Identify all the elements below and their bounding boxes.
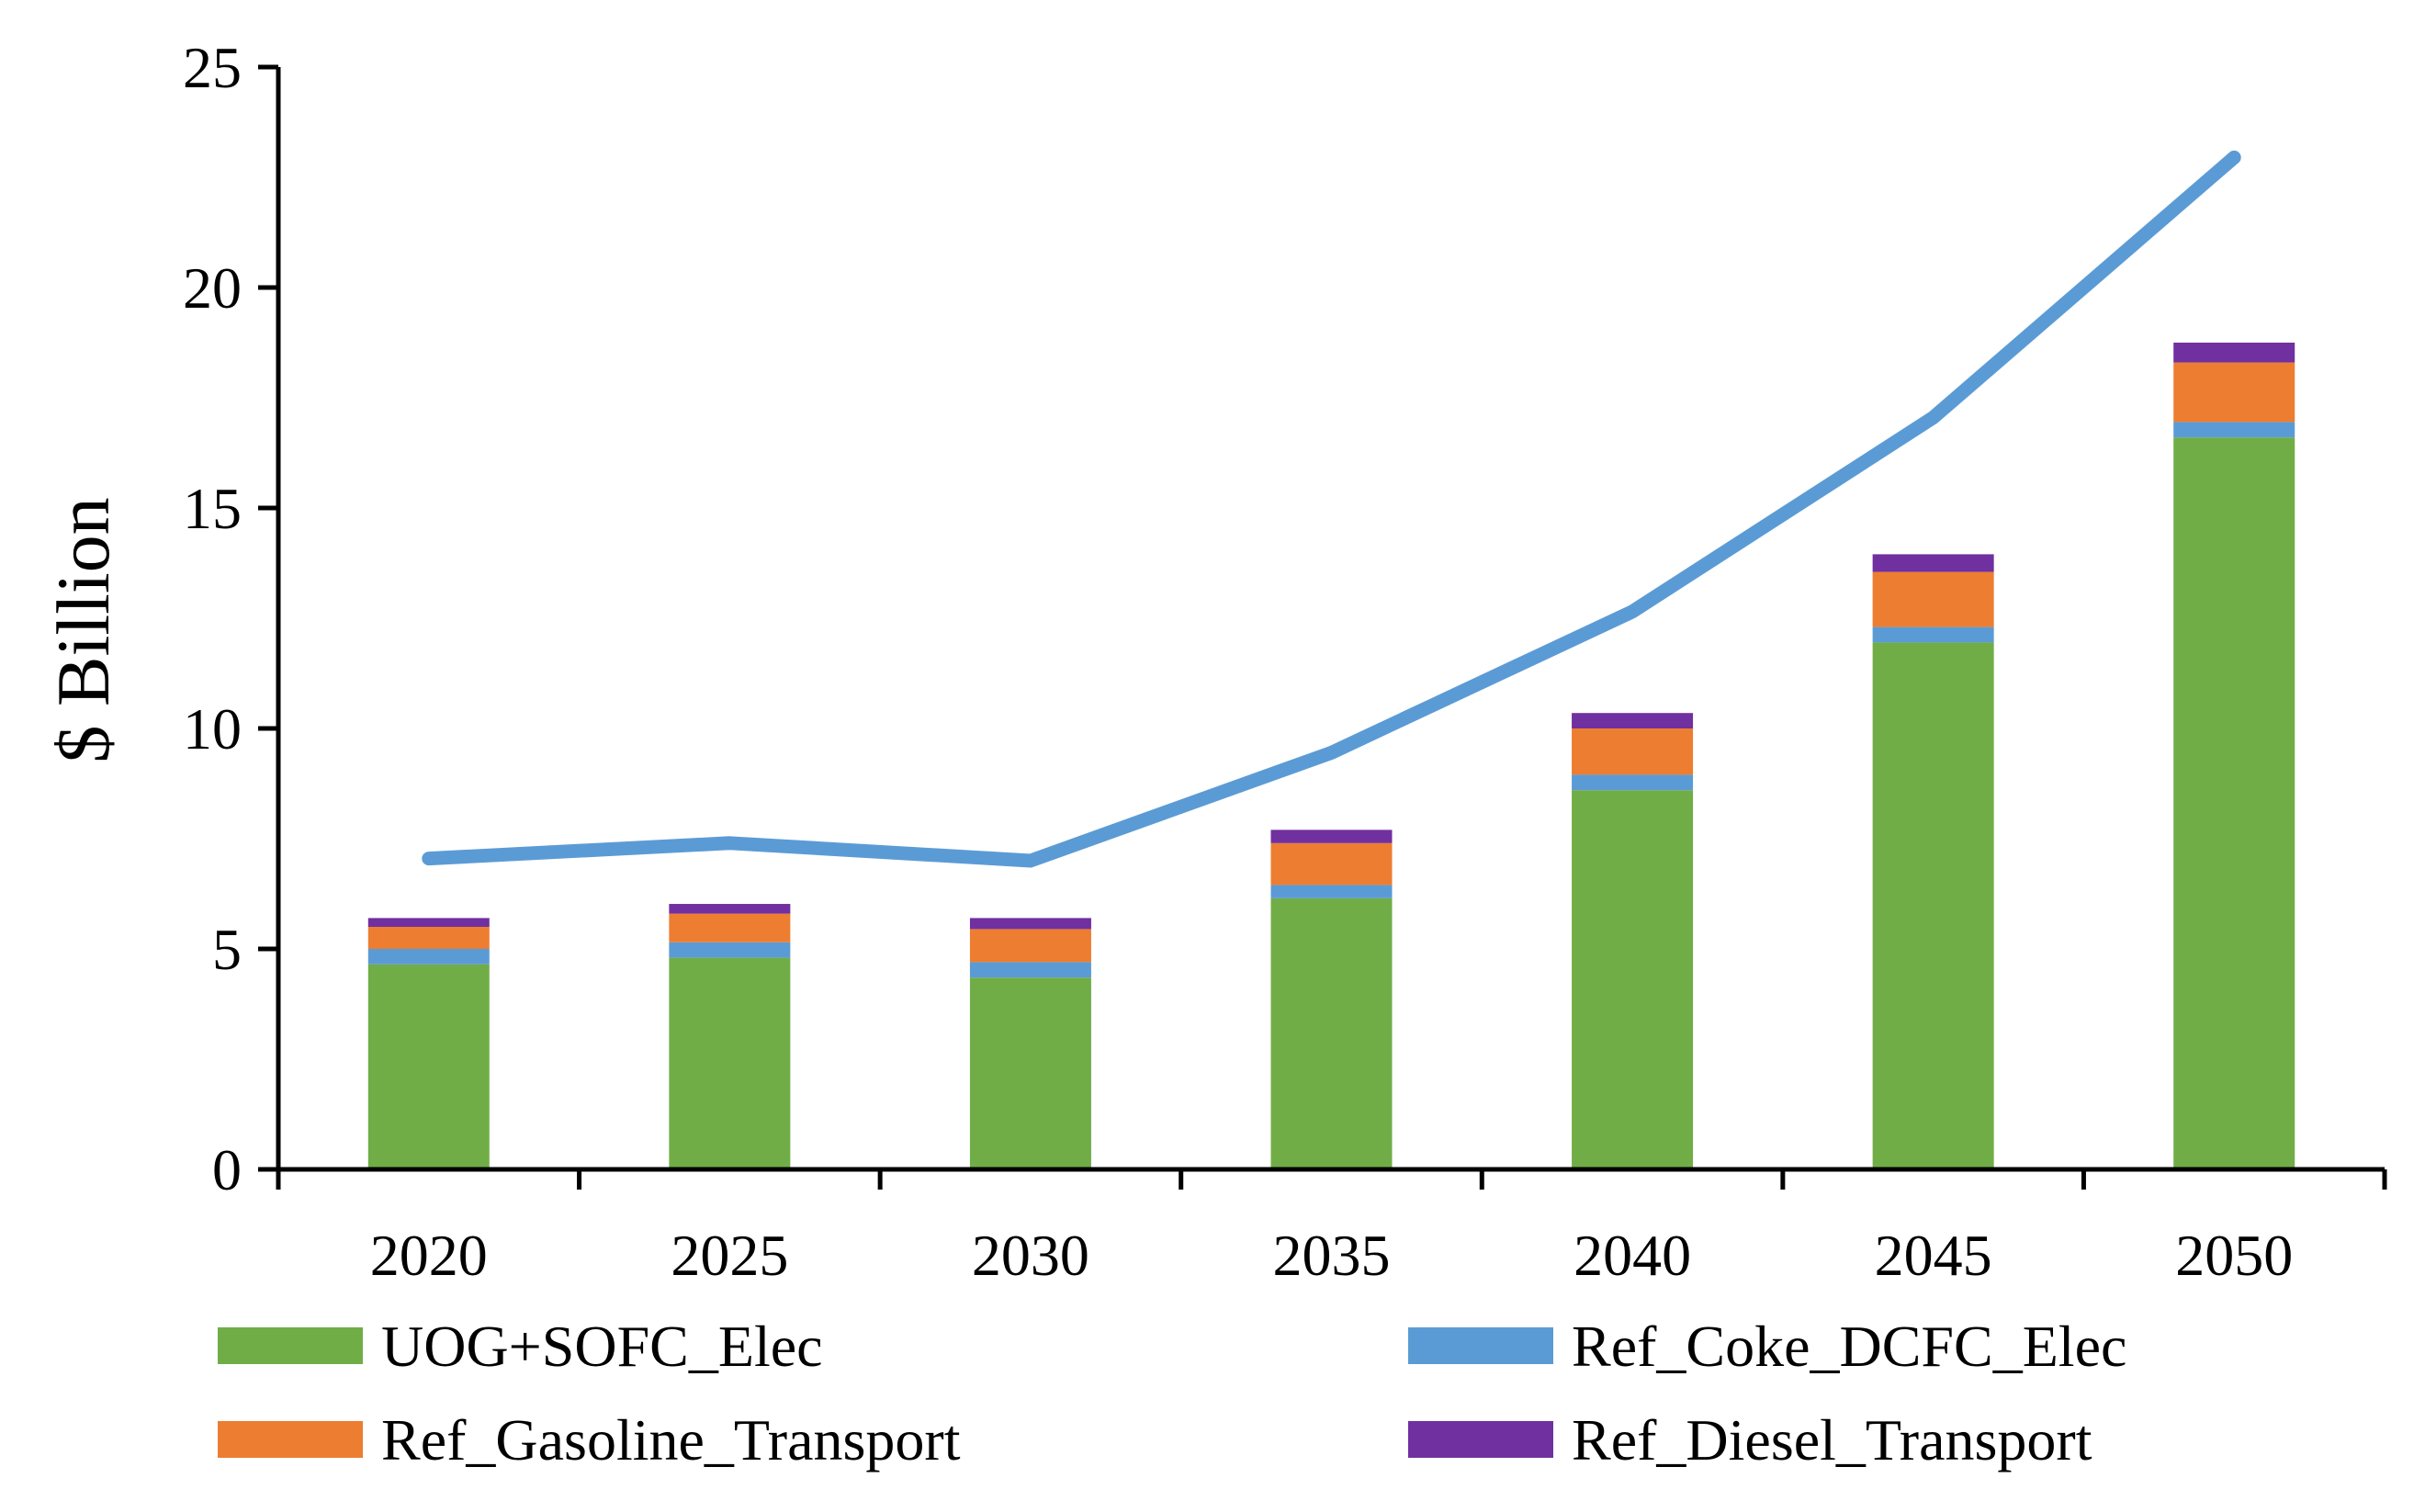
x-tick-label-2035: 2035	[1273, 1223, 1391, 1288]
bar-segment-ref-diesel-transport-2030	[969, 918, 1091, 930]
bar-segment-uog-sofc-elec-2035	[1270, 897, 1393, 1169]
bar-segment-ref-gasoline-transport-2035	[1270, 842, 1393, 886]
y-tick-label-5: 5	[212, 917, 242, 982]
bar-segment-ref-coke-dcfc-elec-2035	[1270, 885, 1393, 898]
line-series-total	[422, 150, 2241, 868]
bar-segment-uog-sofc-elec-2025	[669, 957, 791, 1169]
bar-segment-uog-sofc-elec-2040	[1572, 790, 1694, 1169]
y-axis-title: $ Billion	[41, 497, 125, 762]
x-tick-label-2030: 2030	[972, 1223, 1089, 1288]
bar-segment-ref-diesel-transport-2050	[2173, 343, 2295, 363]
bar-segment-ref-gasoline-transport-2050	[2173, 362, 2295, 423]
legend-label-uog-sofc-elec: UOG+SOFC_Elec	[381, 1314, 823, 1379]
bar-segment-ref-diesel-transport-2035	[1270, 829, 1393, 843]
bar-segment-uog-sofc-elec-2020	[367, 964, 490, 1169]
x-tick-label-2050: 2050	[2175, 1223, 2293, 1288]
legend: UOG+SOFC_Elec Ref_Coke_DCFC_Elec Ref_Gasol…	[218, 1314, 2126, 1473]
bar-segment-ref-diesel-transport-2045	[1872, 554, 1994, 572]
bar-segment-ref-diesel-transport-2020	[367, 918, 490, 927]
y-tick-label-20: 20	[183, 255, 242, 321]
bar-segment-ref-gasoline-transport-2040	[1572, 728, 1694, 775]
legend-swatch-ref-diesel-transport	[1408, 1421, 1553, 1458]
x-tick-label-2020: 2020	[370, 1223, 488, 1288]
legend-label-ref-diesel-transport: Ref_Diesel_Transport	[1572, 1407, 2092, 1473]
bar-segment-uog-sofc-elec-2050	[2173, 437, 2295, 1169]
bar-segment-ref-diesel-transport-2040	[1572, 713, 1694, 728]
x-tick-label-2040: 2040	[1573, 1223, 1691, 1288]
bar-segment-ref-gasoline-transport-2025	[669, 913, 791, 942]
bar-segment-ref-coke-dcfc-elec-2030	[969, 962, 1091, 978]
bar-segment-uog-sofc-elec-2030	[969, 977, 1091, 1169]
bar-segment-ref-coke-dcfc-elec-2050	[2173, 422, 2295, 438]
y-tick-label-25: 25	[183, 35, 242, 100]
legend-label-ref-gasoline-transport: Ref_Gasoline_Transport	[381, 1407, 961, 1473]
legend-swatch-uog-sofc-elec	[218, 1327, 363, 1364]
bar-segment-ref-coke-dcfc-elec-2025	[669, 942, 791, 958]
legend-swatch-ref-coke-dcfc-elec	[1408, 1327, 1553, 1364]
x-tick-label-2045: 2045	[1875, 1223, 1992, 1288]
bar-segment-ref-coke-dcfc-elec-2020	[367, 949, 490, 965]
bar-segment-ref-coke-dcfc-elec-2040	[1572, 774, 1694, 791]
bar-segment-uog-sofc-elec-2045	[1872, 642, 1994, 1169]
bar-segment-ref-diesel-transport-2025	[669, 904, 791, 914]
y-tick-label-15: 15	[183, 476, 242, 541]
bar-segment-ref-gasoline-transport-2030	[969, 929, 1091, 963]
bar-segment-ref-coke-dcfc-elec-2045	[1872, 626, 1994, 643]
bar-segment-ref-gasoline-transport-2020	[367, 927, 490, 949]
line-layer	[422, 150, 2241, 868]
bars-layer	[367, 343, 2295, 1169]
x-tick-label-2025: 2025	[671, 1223, 788, 1288]
bar-segment-ref-gasoline-transport-2045	[1872, 571, 1994, 627]
legend-label-ref-coke-dcfc-elec: Ref_Coke_DCFC_Elec	[1572, 1314, 2126, 1379]
y-tick-label-0: 0	[212, 1137, 242, 1202]
legend-swatch-ref-gasoline-transport	[218, 1421, 363, 1458]
y-tick-label-10: 10	[183, 696, 242, 762]
